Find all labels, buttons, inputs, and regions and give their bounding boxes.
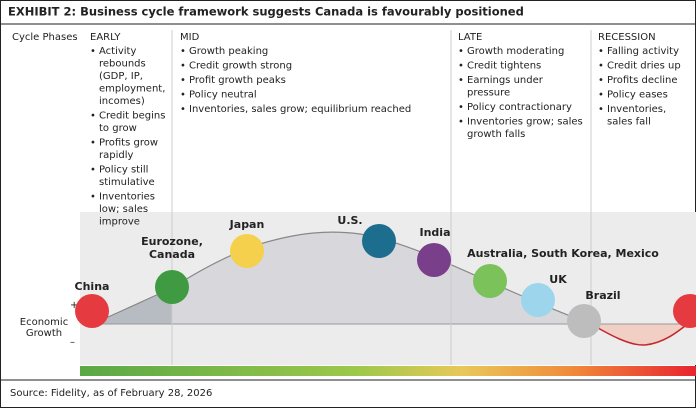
content: EARLY• Activity rebounds (GDP, IP, employmen…	[75, 32, 696, 338]
phase-item: Inventories low; sales improve	[99, 192, 155, 228]
bullet: •	[90, 111, 96, 122]
country-label: Brazil	[585, 289, 620, 302]
phase-name: EARLY	[90, 32, 121, 43]
bullet: •	[598, 46, 604, 57]
axis-minus: –	[70, 337, 75, 348]
phase-item: Policy still stimulative	[99, 165, 155, 189]
bullet: •	[458, 117, 464, 128]
title: EXHIBIT 2: Business cycle framework sugg…	[8, 5, 524, 19]
bullet: •	[180, 46, 186, 57]
country-label: Canada	[149, 248, 195, 261]
phase-item: Credit tightens	[467, 61, 541, 72]
phase-item: Inventories, sales grow; equilibrium rea…	[189, 104, 411, 115]
phase-item: Inventories grow; sales growth falls	[467, 117, 583, 141]
phase-item: Falling activity	[607, 46, 679, 57]
phase-item: Activity rebounds (GDP, IP, employment, inco…	[99, 46, 165, 107]
phase-item: Earnings under pressure	[467, 75, 544, 99]
bullet: •	[90, 165, 96, 176]
bullet: •	[458, 61, 464, 72]
bullet: •	[598, 90, 604, 101]
phase-item: Policy neutral	[189, 90, 257, 101]
bullet: •	[458, 75, 464, 86]
phase-item: Growth peaking	[189, 46, 268, 57]
country-marker	[567, 304, 601, 338]
phase-item: Policy contractionary	[467, 102, 572, 113]
recession-marker	[673, 294, 696, 328]
recession-area	[591, 322, 690, 346]
bullet: •	[90, 192, 96, 203]
country-marker	[75, 294, 109, 328]
phase-item: Credit growth strong	[189, 61, 292, 72]
phase-item: Credit begins to grow	[99, 111, 165, 135]
country-marker	[230, 234, 264, 268]
phase-item: Growth moderating	[467, 46, 564, 57]
country-marker	[417, 243, 451, 277]
bullet: •	[90, 46, 96, 57]
recession-curve	[590, 321, 691, 346]
phase-item: Policy eases	[607, 90, 668, 101]
axis-label: Growth	[26, 328, 62, 339]
bullet: •	[180, 90, 186, 101]
country-label: Japan	[229, 218, 265, 231]
country-label: China	[75, 280, 110, 293]
country-label: Eurozone,	[141, 235, 203, 248]
bullet: •	[598, 75, 604, 86]
axis-plus: +	[70, 300, 78, 311]
country-marker	[155, 270, 189, 304]
bullet: •	[90, 138, 96, 149]
source: Source: Fidelity, as of February 28, 202…	[10, 388, 212, 399]
country-marker	[521, 283, 555, 317]
country-label: India	[420, 226, 451, 239]
bullet: •	[180, 75, 186, 86]
bullet: •	[458, 46, 464, 57]
early-area	[92, 288, 172, 324]
phase-name: MID	[180, 32, 200, 43]
country-marker	[473, 264, 507, 298]
expansion-area	[92, 232, 591, 324]
phase-item: Credit dries up	[607, 61, 681, 72]
bullet: •	[180, 61, 186, 72]
bullet: •	[598, 61, 604, 72]
axis-label: Economic	[20, 317, 68, 328]
phase-item: Profits decline	[607, 75, 678, 86]
country-label: U.S.	[337, 214, 362, 227]
gradient-bar	[80, 366, 696, 376]
bullet: •	[598, 104, 604, 115]
row-label: Cycle Phases	[12, 32, 78, 43]
country-label: Australia, South Korea, Mexico	[467, 247, 659, 260]
phase-name: LATE	[458, 32, 482, 43]
bullet: •	[180, 104, 186, 115]
country-marker	[362, 224, 396, 258]
bullet: •	[458, 102, 464, 113]
phase-name: RECESSION	[598, 32, 656, 43]
phase-item: Profits grow rapidly	[99, 138, 158, 162]
phase-item: Profit growth peaks	[189, 75, 286, 86]
country-label: UK	[549, 273, 567, 286]
phase-item: Inventories, sales fall	[607, 104, 666, 128]
